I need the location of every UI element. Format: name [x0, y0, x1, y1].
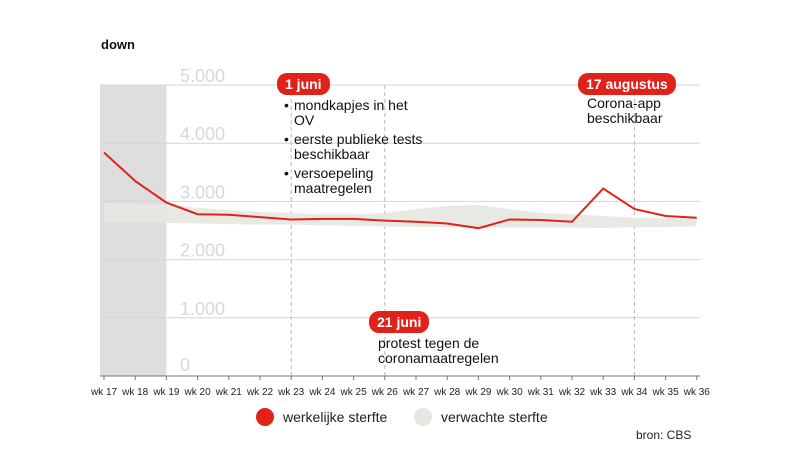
y-tick-label: 0: [180, 355, 190, 375]
x-tick-label: wk 26: [371, 387, 399, 398]
legend-expected: verwachte sterfte: [414, 408, 548, 426]
annotation-badge-1-juni: 1 juni: [277, 73, 330, 95]
y-tick-label: 3.000: [180, 182, 225, 202]
annotation-note-17-augustus: Corona-app beschikbaar: [587, 95, 663, 126]
y-tick-label: 2.000: [180, 241, 225, 261]
x-tick-label: wk 36: [683, 387, 711, 398]
x-tick-label: wk 22: [246, 387, 274, 398]
shaded-period: [100, 85, 167, 376]
source-credit: bron: CBS: [636, 428, 692, 442]
x-tick-label: wk 19: [152, 387, 180, 398]
legend-expected-swatch: [414, 408, 432, 426]
annotation-note-21-juni: protest tegen de coronamaatregelen: [378, 335, 499, 366]
annotation-bullet: eerste publieke tests beschikbaar: [284, 132, 424, 162]
y-tick-label: 4.000: [180, 124, 225, 144]
x-tick-label: wk 28: [433, 387, 461, 398]
legend-actual: werkelijke sterfte: [256, 408, 387, 426]
x-tick-label: wk 33: [589, 387, 617, 398]
x-tick-label: wk 31: [527, 387, 555, 398]
y-tick-label: 5.000: [180, 66, 225, 86]
x-tick-label: wk 17: [90, 387, 118, 398]
corner-label: down: [101, 37, 135, 52]
annotation-note-1-juni: mondkapjes in het OV eerste publieke tes…: [284, 98, 424, 200]
x-tick-label: wk 24: [308, 387, 336, 398]
x-tick-label: wk 25: [340, 387, 368, 398]
legend-actual-label: werkelijke sterfte: [283, 409, 388, 425]
x-tick-label: wk 35: [652, 387, 680, 398]
x-tick-label: wk 29: [464, 387, 492, 398]
legend-expected-label: verwachte sterfte: [441, 409, 548, 425]
x-tick-label: wk 34: [620, 387, 648, 398]
x-tick-label: wk 32: [558, 387, 586, 398]
y-tick-label: 1.000: [180, 299, 225, 319]
legend-actual-swatch: [256, 408, 274, 426]
x-tick-label: wk 20: [184, 387, 212, 398]
annotation-badge-21-juni: 21 juni: [369, 311, 430, 333]
annotation-badge-17-augustus: 17 augustus: [578, 73, 676, 95]
x-tick-label: wk 21: [215, 387, 243, 398]
x-tick-label: wk 30: [496, 387, 524, 398]
x-tick-label: wk 23: [277, 387, 305, 398]
x-tick-label: wk 27: [402, 387, 430, 398]
series-line-actual: [103, 151, 697, 230]
annotation-bullet: versoepeling maatregelen: [284, 166, 424, 196]
annotation-bullet: mondkapjes in het OV: [284, 98, 424, 128]
series-band-expected: [104, 203, 697, 229]
x-tick-label: wk 18: [121, 387, 149, 398]
